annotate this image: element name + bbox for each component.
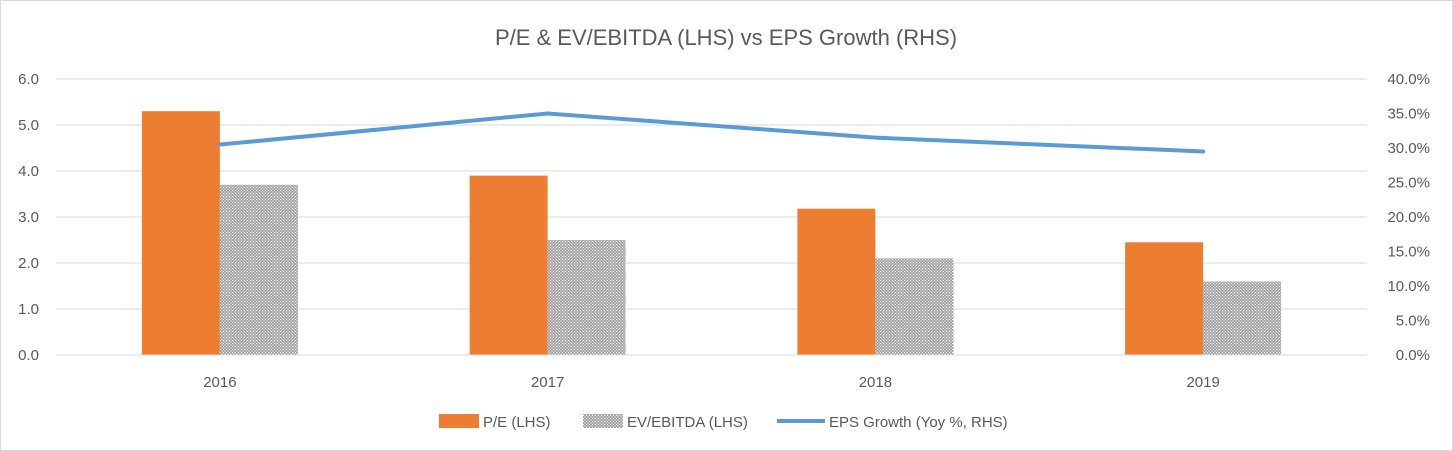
legend-item: EPS Growth (Yoy %, RHS) [777, 414, 1008, 431]
x-tick-label: 2018 [859, 374, 892, 391]
left-tick-label: 4.0 [18, 163, 39, 180]
bar-ev-ebitda-2019 [1203, 281, 1282, 355]
left-tick-label: 5.0 [18, 117, 39, 134]
right-tick-label: 25.0% [1387, 175, 1430, 192]
bar-series [141, 111, 1282, 355]
bar-pe-2016 [141, 111, 220, 355]
legend-item: EV/EBITDA (LHS) [583, 414, 748, 431]
right-tick-label: 10.0% [1387, 278, 1430, 295]
bar-ev-ebitda-2017 [547, 240, 626, 355]
bar-ev-ebitda-2016 [219, 184, 298, 355]
bar-ev-ebitda-2018 [875, 258, 954, 355]
right-tick-label: 20.0% [1387, 209, 1430, 226]
left-axis: 0.0 1.0 2.0 3.0 4.0 5.0 6.0 [18, 71, 39, 364]
right-tick-label: 15.0% [1387, 244, 1430, 261]
right-tick-label: 30.0% [1387, 140, 1430, 157]
legend-label: P/E (LHS) [483, 414, 551, 431]
legend-item: P/E (LHS) [439, 414, 551, 431]
legend: P/E (LHS) EV/EBITDA (LHS) EPS Growth (Yoy … [439, 414, 1008, 431]
eps-growth-line [217, 111, 1206, 154]
legend-label: EV/EBITDA (LHS) [627, 414, 748, 431]
bar-pe-2017 [469, 175, 548, 355]
x-axis: 2016 2017 2018 2019 [56, 354, 1367, 391]
left-tick-label: 3.0 [18, 209, 39, 226]
right-tick-label: 0.0% [1396, 347, 1430, 364]
right-tick-label: 40.0% [1387, 71, 1430, 88]
left-tick-label: 1.0 [18, 301, 39, 318]
x-tick-label: 2019 [1186, 374, 1219, 391]
bar-pe-2019 [1125, 242, 1204, 355]
x-tick-label: 2017 [531, 374, 564, 391]
left-tick-label: 2.0 [18, 255, 39, 272]
right-tick-label: 5.0% [1396, 313, 1430, 330]
right-axis: 0.0% 5.0% 10.0% 15.0% 20.0% 25.0% 30.0% 35.0% 40… [1387, 71, 1430, 364]
legend-swatch [439, 414, 479, 428]
left-tick-label: 0.0 [18, 347, 39, 364]
chart-title: P/E & EV/EBITDA (LHS) vs EPS Growth (RHS… [495, 25, 957, 50]
x-tick-label: 2016 [203, 374, 236, 391]
bar-pe-2018 [797, 208, 876, 355]
legend-label: EPS Growth (Yoy %, RHS) [829, 414, 1008, 431]
left-tick-label: 6.0 [18, 71, 39, 88]
line-series [217, 111, 1206, 154]
right-tick-label: 35.0% [1387, 106, 1430, 123]
legend-swatch [583, 414, 623, 428]
